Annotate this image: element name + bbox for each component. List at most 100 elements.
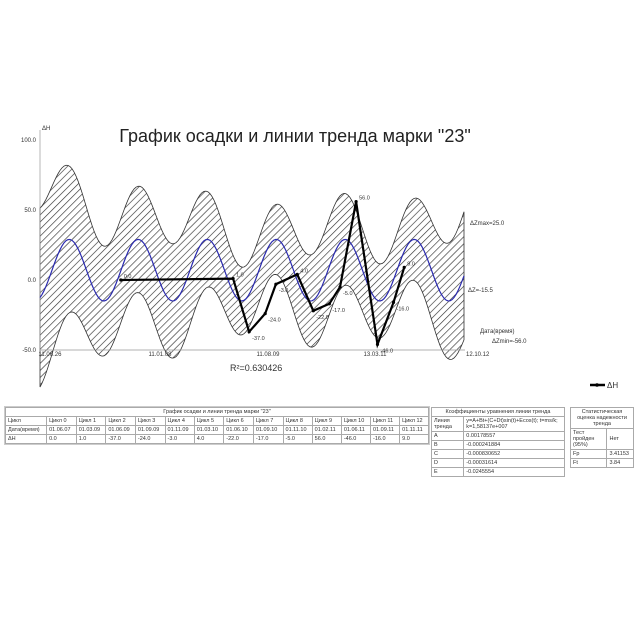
- stats-value: Нет: [606, 428, 634, 450]
- cycle-header: Цикл 8: [282, 416, 313, 426]
- date-cell: 01.02.11: [311, 425, 342, 435]
- cycle-header: Цикл 6: [223, 416, 254, 426]
- data-label: 56.0: [359, 196, 370, 202]
- coef-value: -0.000830652: [463, 449, 565, 459]
- data-point: [274, 282, 278, 286]
- date-cell: 01.09.09: [134, 425, 166, 435]
- data-label: -22.0: [316, 315, 329, 321]
- data-table: График осадки и линии тренда марки "23" …: [4, 407, 429, 444]
- stats-name: Fp: [569, 449, 608, 459]
- value-cell: -22.0: [223, 434, 254, 444]
- coef-row: D -0.00031614: [430, 458, 565, 468]
- data-label: -17.0: [332, 308, 345, 314]
- cycle-header: Цикл 5: [193, 416, 225, 426]
- coef-value: -0.0245554: [463, 467, 565, 477]
- dzmax-label: ΔZmax=25.0: [470, 221, 505, 227]
- x-tick-label: 11.06.26: [39, 352, 63, 358]
- stats-name: Ft: [569, 458, 608, 468]
- r2-label: R²=0.630426: [230, 363, 282, 373]
- data-label: -5.0: [343, 291, 352, 297]
- data-point: [338, 285, 342, 289]
- chart-title: График осадки и линии тренда марки "23": [119, 126, 470, 146]
- data-point: [247, 330, 251, 334]
- value-cell: 1.0: [75, 434, 107, 444]
- data-point: [231, 277, 235, 281]
- coef-row: B -0.000241884: [430, 440, 565, 450]
- stats-value: 3.84: [606, 458, 634, 468]
- data-point: [375, 342, 380, 346]
- coef-head-right: y=A+Bt+(C+Dt)sin(t)+Ecos(t); t=ms/k; k=1…: [463, 416, 565, 432]
- cycle-header: Цикл 3: [134, 416, 166, 426]
- settlement-chart: 100.0 50.0 0.0 -50.011.06.26 11.01.08 11.08.0…: [21, 126, 618, 390]
- row-header: ΔH: [4, 434, 48, 444]
- row-header: Цикл: [4, 416, 48, 426]
- date-cell: 01.11.09: [164, 425, 195, 435]
- value-cell: -37.0: [105, 434, 136, 444]
- row-header: Дата(время): [4, 425, 48, 435]
- data-label: -37.0: [252, 336, 265, 342]
- coef-name: A: [430, 431, 465, 441]
- value-cell: 0.0: [46, 434, 77, 444]
- cycle-header: Цикл 0: [46, 416, 77, 426]
- cycle-header: Цикл 4: [164, 416, 195, 426]
- date-cell: 01.06.11: [340, 425, 371, 435]
- coefficients-table: Коэффициенты уравнения линии тренда Лини…: [430, 407, 565, 477]
- data-label: -3.0: [279, 288, 288, 294]
- value-cell: -3.0: [164, 434, 195, 444]
- x-tick-label: 12.10.12: [466, 352, 490, 358]
- x-tick-label: 11.08.09: [257, 352, 281, 358]
- data-point: [119, 278, 123, 282]
- coef-row: E -0.0245554: [430, 467, 565, 477]
- data-label: 9.0: [407, 261, 415, 267]
- y-tick-label: 100.0: [21, 138, 37, 144]
- stats-value: 3.41153: [606, 449, 634, 459]
- legend-marker: [595, 383, 599, 387]
- coef-head-left: Линия тренда: [430, 416, 465, 432]
- cycle-header: Цикл 7: [252, 416, 284, 426]
- table-title: График осадки и линии тренда марки "23": [5, 407, 429, 417]
- date-cell: 01.06.09: [105, 425, 136, 435]
- stats-row: Ft 3.84: [569, 458, 634, 468]
- stats-table: Статистическая оценка надежности тренда …: [569, 407, 634, 468]
- data-point: [327, 302, 331, 306]
- cycle-header: Цикл 2: [105, 416, 136, 426]
- data-label: 1.0: [236, 273, 244, 279]
- date-cell: 01.11.10: [282, 425, 313, 435]
- legend-label: ΔH: [607, 381, 618, 390]
- date-cell: 01.06.10: [223, 425, 254, 435]
- data-label: 4.0: [300, 268, 308, 274]
- value-cell: 4.0: [193, 434, 225, 444]
- x-tick-label: 13.03.11: [364, 352, 388, 358]
- cycle-header: Цикл 12: [399, 416, 429, 426]
- trend-line: [39, 238, 465, 302]
- date-cell: 01.03.10: [193, 425, 225, 435]
- data-label: -24.0: [268, 318, 281, 324]
- dz-label: ΔZ=-15.5: [468, 288, 494, 294]
- date-cell: 01.11.11: [399, 425, 429, 435]
- data-point: [311, 309, 315, 313]
- x-axis-label: Дата(время): [480, 329, 515, 335]
- cycle-header: Цикл 1: [75, 416, 107, 426]
- y-tick-label: -50.0: [22, 348, 36, 354]
- data-point: [263, 312, 267, 316]
- value-cell: -24.0: [134, 434, 166, 444]
- cycle-header: Цикл 9: [311, 416, 342, 426]
- coef-name: D: [430, 458, 465, 468]
- value-cell: -16.0: [369, 434, 401, 444]
- coef-row: C -0.000830652: [430, 449, 565, 459]
- data-point: [354, 200, 358, 204]
- date-cell: 01.09.11: [369, 425, 401, 435]
- value-cell: 56.0: [311, 434, 342, 444]
- dzmin-label: ΔZmin=-56.0: [492, 339, 527, 345]
- coef-name: E: [430, 467, 465, 477]
- coefficients-title: Коэффициенты уравнения линии тренда: [431, 407, 565, 417]
- coef-value: -0.00031614: [463, 458, 565, 468]
- date-cell: 01.06.07: [46, 425, 77, 435]
- y-tick-label: 50.0: [24, 208, 36, 214]
- y-tick-label: 0.0: [28, 278, 37, 284]
- date-cell: 01.09.10: [252, 425, 284, 435]
- coef-name: C: [430, 449, 465, 459]
- value-cell: -17.0: [252, 434, 284, 444]
- stats-title: Статистическая оценка надежности тренда: [570, 407, 634, 429]
- cycle-header: Цикл 11: [369, 416, 401, 426]
